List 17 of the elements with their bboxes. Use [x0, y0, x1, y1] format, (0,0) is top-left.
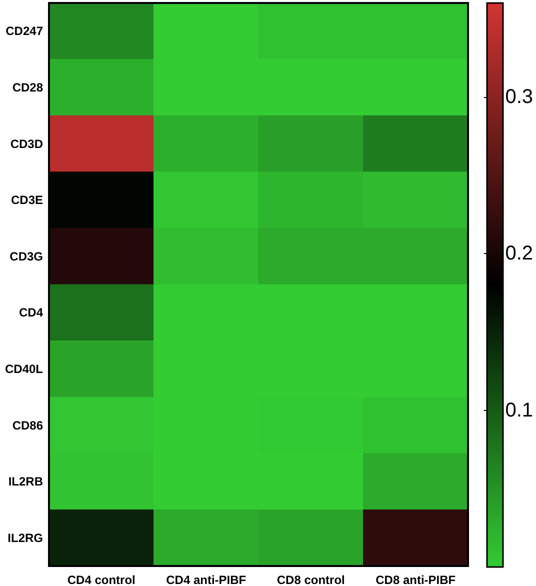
y-tick-label: CD28: [12, 80, 44, 94]
y-tick-label: IL2RG: [8, 530, 43, 545]
x-tick-label: CD4 control: [67, 573, 136, 586]
x-tick-label: CD8 anti-PIBF: [376, 573, 456, 586]
y-tick-label: CD4: [18, 306, 44, 320]
y-tick-label: CD40L: [4, 362, 43, 376]
y-tick-label: CD3D: [10, 136, 44, 151]
y-tick-label: CD86: [12, 418, 44, 432]
x-tick-label: CD8 control: [276, 573, 345, 586]
x-tick-label: CD4 anti-PIBF: [166, 573, 246, 586]
y-tick-label: IL2RB: [8, 474, 44, 489]
color-bar-label: 0.2: [505, 242, 534, 265]
color-bar-label: 0.3: [505, 86, 534, 108]
y-tick-label: CD3G: [10, 249, 43, 264]
y-tick-label: CD247: [6, 24, 44, 38]
y-tick-label: CD3E: [10, 193, 43, 208]
color-bar-label: 0.1: [505, 399, 534, 422]
